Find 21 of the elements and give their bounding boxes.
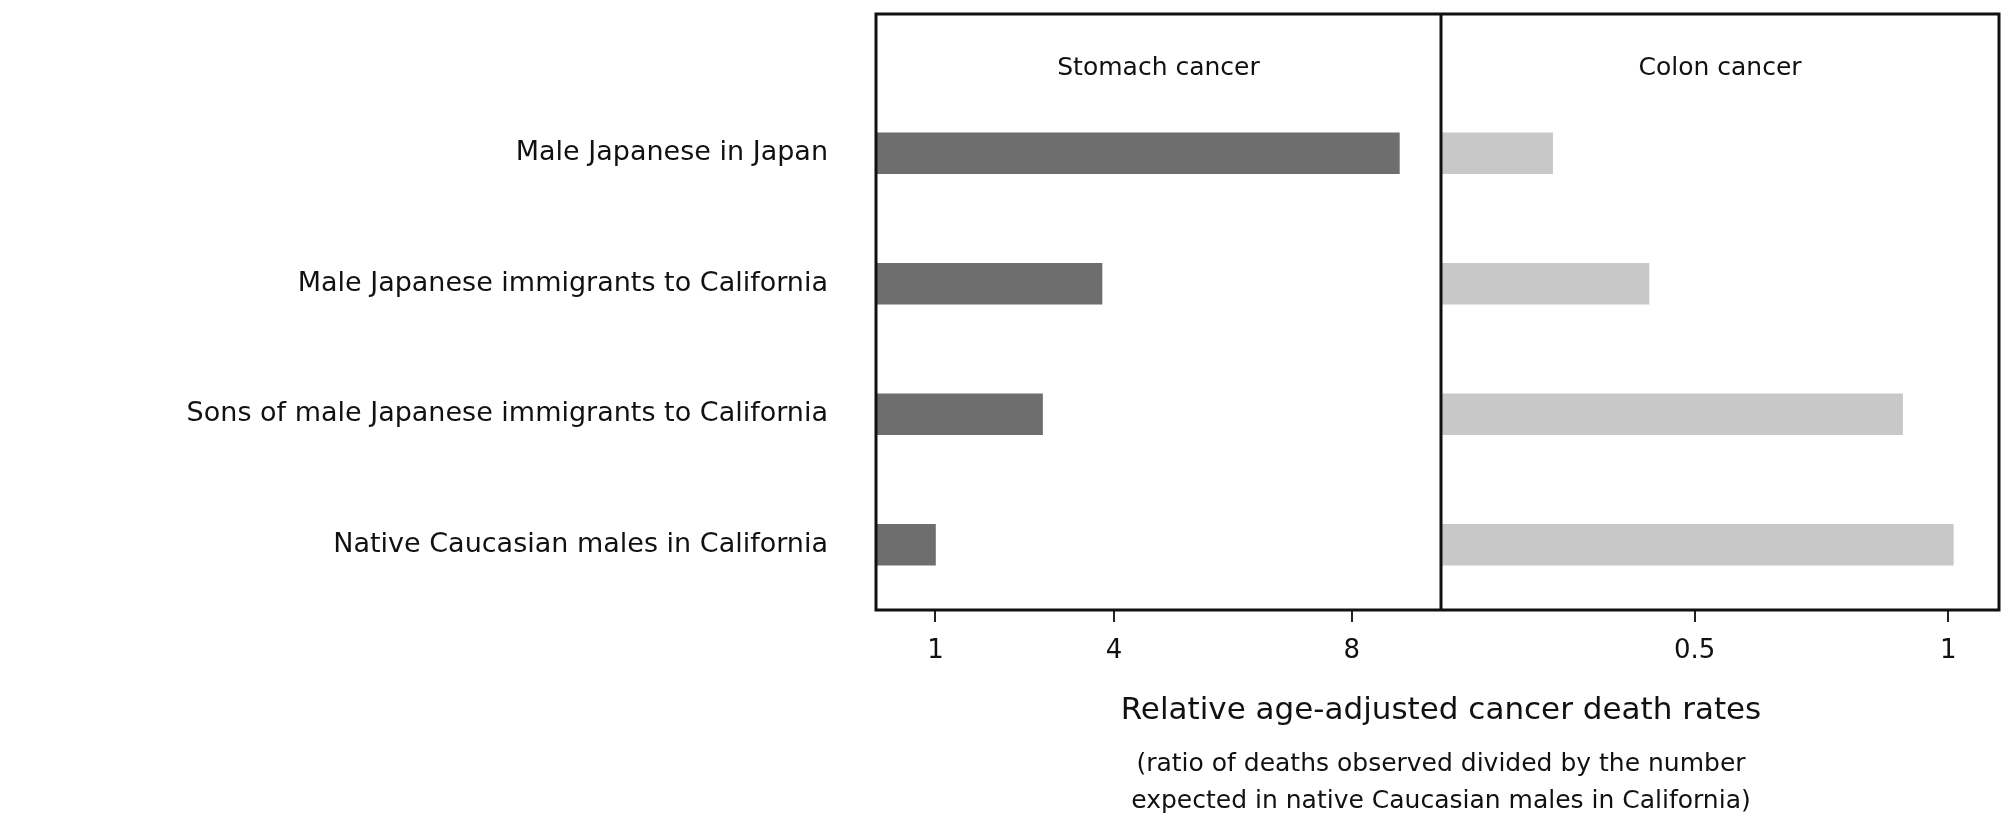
x-tick-label: 1	[927, 634, 944, 665]
y-tick-label: Native Caucasian males in California	[333, 526, 828, 558]
bar	[1441, 132, 1553, 175]
x-tick-label: 4	[1105, 634, 1123, 665]
bar	[1441, 262, 1650, 305]
bar	[876, 132, 1400, 175]
bar	[876, 393, 1043, 436]
bar	[1441, 393, 1903, 436]
text: Stomach cancer	[1057, 51, 1261, 81]
bar	[876, 523, 936, 566]
bar	[1441, 523, 1954, 566]
y-tick-label: Sons of male Japanese immigrants to California	[186, 396, 828, 428]
text: (ratio of deaths observed divided by the number expected in native Caucasian males in California)	[1131, 747, 1751, 816]
x-tick-label: 8	[1343, 634, 1361, 665]
text: Colon cancer	[1638, 51, 1803, 81]
y-tick-label: Male Japanese in Japan	[515, 135, 828, 167]
bar	[876, 262, 1103, 305]
x-tick-label: 1	[1940, 634, 1957, 665]
y-tick-label: Male Japanese immigrants to California	[297, 265, 828, 297]
x-axis-title: Relative age-adjusted cancer death rates	[1119, 690, 1763, 726]
x-tick-label: 0.5	[1673, 634, 1716, 665]
